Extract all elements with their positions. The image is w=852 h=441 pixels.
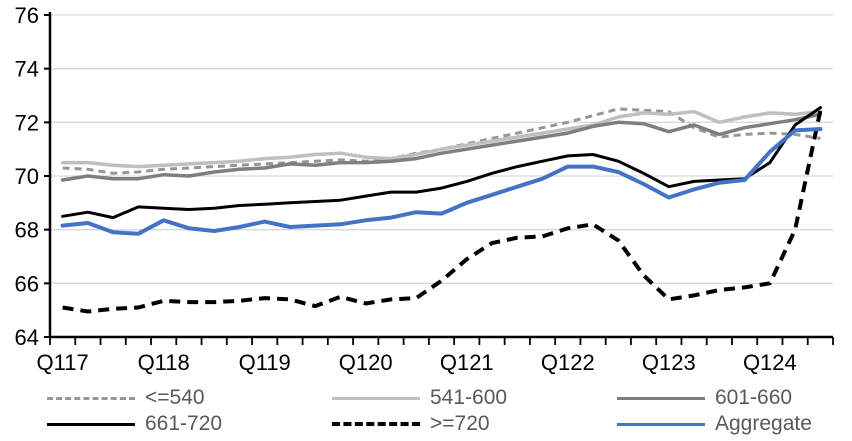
y-axis-label: 66 (15, 271, 39, 296)
series-line-661-720 (61, 106, 822, 220)
series-line-<=540 (62, 107, 821, 175)
x-axis-label: Q119 (239, 350, 291, 375)
series-line-601-660 (60, 112, 823, 182)
series-line-Aggregate (60, 127, 823, 236)
x-axis-label: Q123 (642, 350, 696, 375)
y-axis-label: 70 (15, 164, 39, 189)
x-axis-label: Q118 (138, 350, 190, 375)
y-axis-label: 68 (15, 218, 39, 243)
x-axis-label: Q120 (339, 350, 393, 375)
x-axis-label: Q124 (743, 350, 797, 375)
x-axis-label: Q117 (37, 350, 89, 375)
x-axis-label: Q121 (440, 350, 494, 375)
y-axis-label: 72 (15, 110, 39, 135)
series-line->=720 (62, 109, 823, 314)
x-axis-label: Q122 (541, 350, 595, 375)
y-axis-label: 76 (15, 3, 39, 28)
series-line-541-600 (60, 109, 823, 169)
y-axis-label: 74 (15, 57, 39, 82)
y-axis-label: 64 (15, 325, 39, 350)
